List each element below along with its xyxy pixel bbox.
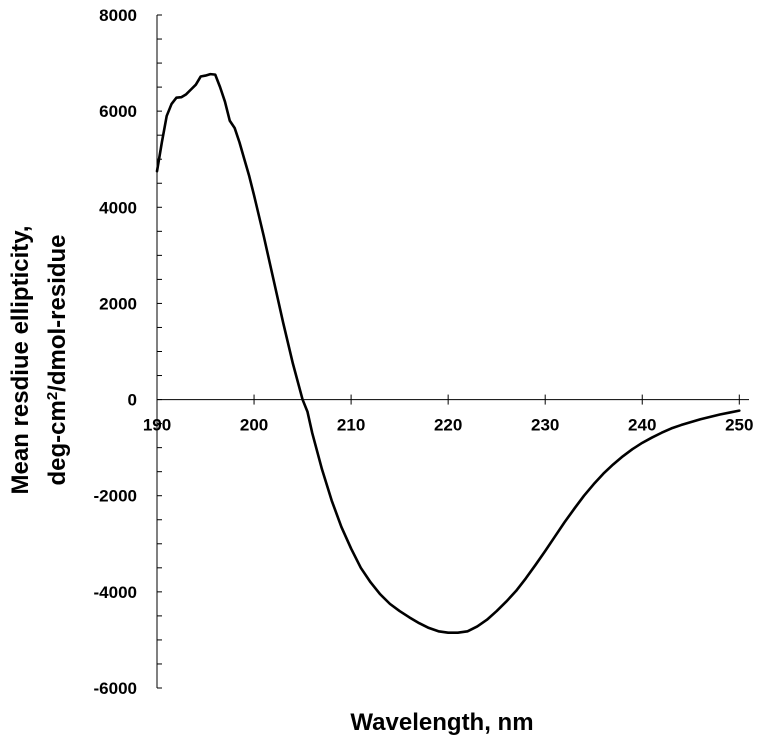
y-tick-label: -2000 [94, 487, 137, 506]
y-tick-label: 0 [128, 391, 137, 410]
x-tick-labels: 190 200 210 220 230 240 250 [143, 416, 754, 435]
x-tick-label: 190 [143, 416, 171, 435]
x-axis-title: Wavelength, nm [350, 709, 533, 736]
y-tick-labels: 8000 6000 4000 2000 0 -2000 -4000 -6000 [94, 6, 137, 698]
x-tick-label: 250 [725, 416, 753, 435]
y-axis-title-line1: Mean resdiue ellipticity, [7, 226, 34, 495]
y-axis-title-line2: deg-cm2/dmol-residue [44, 234, 72, 485]
x-ticks [156, 394, 740, 405]
y-tick-label: 4000 [99, 198, 137, 217]
y-tick-label: 6000 [99, 102, 137, 121]
y-axis-title-superscript: 2 [44, 392, 61, 400]
x-tick-label: 240 [628, 416, 656, 435]
y-tick-label: -6000 [94, 679, 137, 698]
y-tick-label: 8000 [99, 6, 137, 25]
y-tick-label: 2000 [99, 294, 137, 313]
y-tick-label: -4000 [94, 583, 137, 602]
y-axis-title-line2-prefix: deg-cm [44, 400, 71, 485]
x-tick-label: 230 [531, 416, 559, 435]
x-tick-label: 220 [434, 416, 462, 435]
x-tick-label: 200 [240, 416, 268, 435]
y-axis-title: Mean resdiue ellipticity, deg-cm2/dmol-r… [7, 226, 71, 495]
y-axis-title-line2-suffix: /dmol-residue [44, 234, 71, 391]
series-line-cd-spectrum [155, 72, 741, 635]
x-tick-label: 210 [337, 416, 365, 435]
y-minor-ticks [157, 14, 162, 689]
